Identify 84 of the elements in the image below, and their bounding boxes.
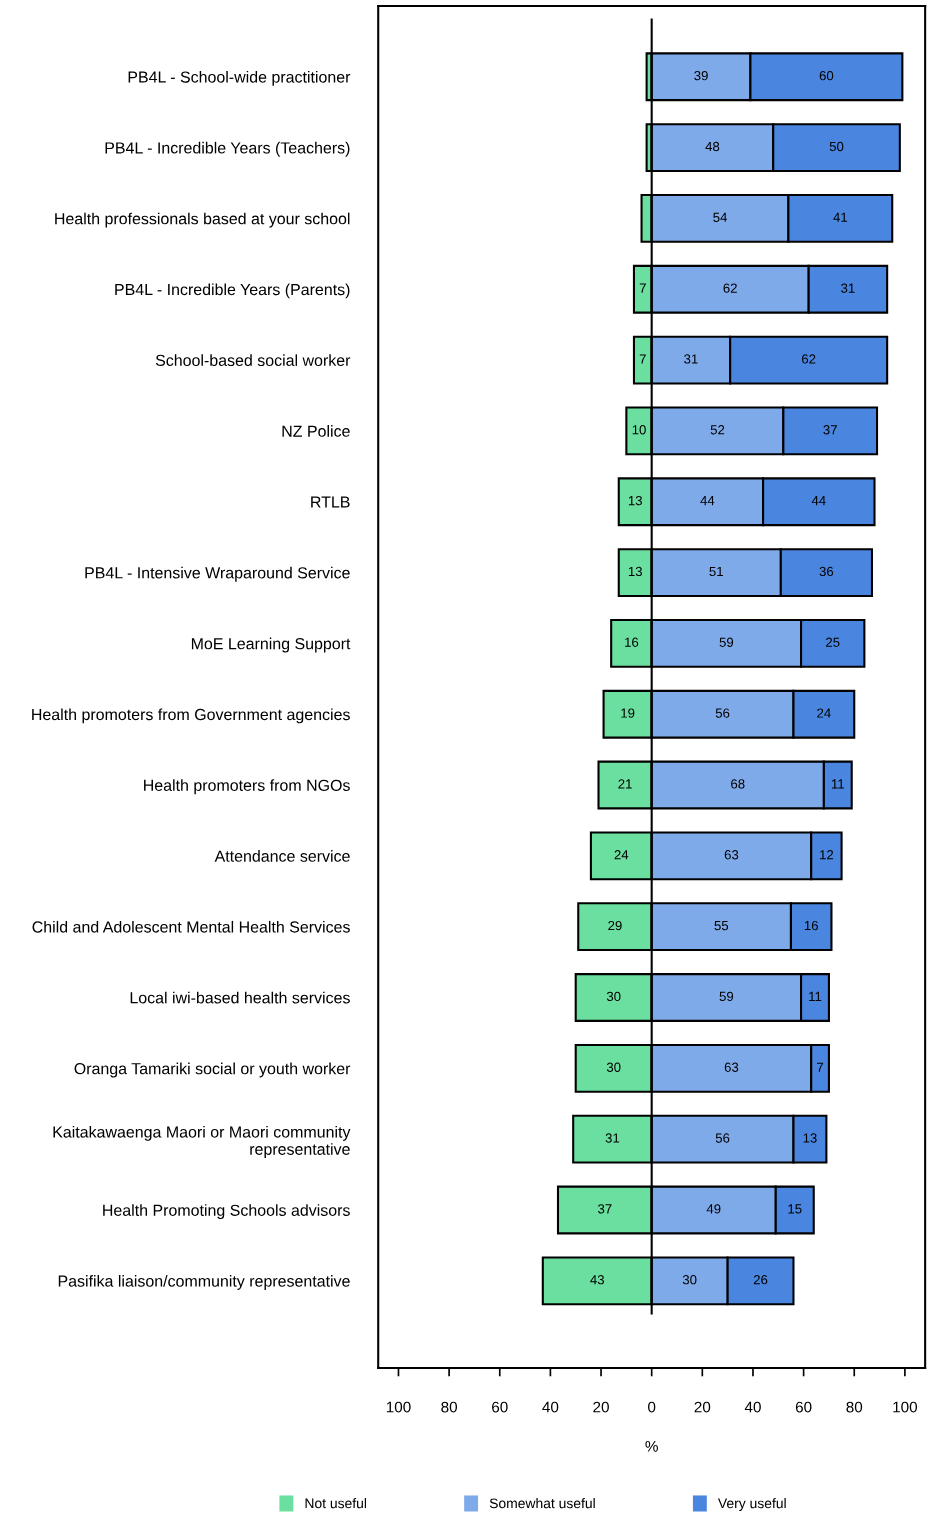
- data-label: 44: [811, 496, 826, 506]
- data-label: 62: [802, 354, 816, 364]
- data-label: 59: [719, 637, 734, 647]
- data-label: 7: [639, 354, 646, 364]
- y-tick-label: Health Promoting Schools advisors: [103, 1204, 350, 1220]
- y-tick-label: Health professionals based at your school: [55, 212, 350, 228]
- y-tick-label: Pasifika liaison/community representative: [58, 1275, 350, 1290]
- data-label: 54: [713, 212, 727, 222]
- x-axis-title: %: [645, 1440, 658, 1452]
- y-tick-label: Local iwi-based health services: [130, 991, 350, 1004]
- y-tick-label: School-based social worker: [155, 354, 351, 367]
- data-label: 26: [753, 1275, 768, 1285]
- legend-label: Somewhat useful: [489, 1498, 595, 1509]
- data-label: 50: [829, 141, 844, 152]
- data-label: 36: [819, 566, 834, 577]
- data-label: 12: [820, 850, 834, 860]
- x-tick-label: 100: [893, 1401, 918, 1413]
- data-label: 7: [817, 1062, 824, 1072]
- data-label: 43: [590, 1275, 604, 1285]
- y-tick-label: Child and Adolescent Mental Health Services: [32, 920, 350, 933]
- data-label: 62: [723, 283, 737, 293]
- legend-label: Very useful: [717, 1498, 786, 1511]
- x-tick-label: 20: [694, 1401, 711, 1413]
- data-label: 37: [823, 425, 837, 435]
- y-tick-label: PB4L - Intensive Wraparound Service: [85, 566, 350, 582]
- data-label: 31: [841, 283, 855, 293]
- data-label: 10: [632, 425, 646, 435]
- y-tick-label: MoE Learning Support: [191, 637, 351, 653]
- y-tick-label: NZ Police: [282, 425, 350, 437]
- x-tick-label: 100: [386, 1401, 411, 1413]
- x-tick-label: 80: [441, 1401, 458, 1413]
- data-label: 13: [628, 566, 642, 577]
- data-label: 11: [809, 991, 822, 1001]
- legend-label: Not useful: [305, 1498, 367, 1509]
- data-label: 21: [618, 779, 632, 789]
- data-label: 63: [724, 1062, 739, 1072]
- data-label: 59: [719, 991, 734, 1002]
- data-label: 63: [724, 850, 739, 860]
- data-label: 16: [625, 637, 639, 647]
- y-tick-label: PB4L - Incredible Years (Teachers): [105, 141, 350, 157]
- data-label: 30: [606, 1062, 621, 1072]
- data-label: 39: [694, 70, 708, 81]
- y-tick-label: PB4L - Incredible Years (Parents): [115, 283, 350, 299]
- data-label: 29: [608, 920, 622, 931]
- y-tick-label: RTLB: [311, 496, 350, 508]
- x-tick-label: 80: [846, 1401, 863, 1413]
- data-label: 31: [605, 1133, 620, 1143]
- data-label: 48: [705, 141, 720, 152]
- data-label: 24: [614, 850, 629, 860]
- data-label: 55: [714, 921, 729, 931]
- data-label: 56: [715, 708, 730, 718]
- x-tick-label: 0: [648, 1401, 656, 1413]
- y-tick-label: Health promoters from Government agencies: [32, 708, 350, 724]
- x-tick-label: 40: [744, 1401, 761, 1413]
- y-tick-label: Oranga Tamariki social or youth worker: [74, 1062, 351, 1078]
- data-label: 7: [639, 283, 646, 293]
- data-label: 44: [700, 496, 715, 506]
- data-label: 19: [621, 708, 635, 718]
- data-label: 60: [819, 70, 834, 81]
- data-label: 41: [833, 212, 848, 222]
- data-label: 24: [817, 708, 831, 718]
- data-label: 15: [788, 1204, 802, 1214]
- y-tick-label: Health promoters from NGOs: [144, 779, 350, 795]
- x-tick-label: 40: [542, 1401, 559, 1413]
- data-label: 49: [706, 1204, 721, 1214]
- data-label: 52: [710, 425, 725, 435]
- y-tick-label: Attendance service: [214, 850, 350, 862]
- x-tick-label: 60: [795, 1401, 812, 1413]
- data-label: 16: [804, 920, 818, 931]
- data-label: 51: [709, 566, 723, 577]
- y-tick-label: Kaitakawaenga Maori or Maori community representative: [53, 1125, 351, 1159]
- data-label: 11: [831, 779, 844, 789]
- data-label: 37: [598, 1204, 612, 1214]
- x-tick-label: 20: [593, 1401, 609, 1413]
- data-label: 68: [731, 779, 745, 789]
- data-label: 31: [684, 354, 698, 364]
- data-label: 25: [826, 637, 840, 647]
- data-label: 56: [715, 1133, 730, 1143]
- x-tick-label: 60: [492, 1401, 508, 1413]
- data-label: 30: [606, 991, 621, 1002]
- data-label: 13: [628, 495, 642, 506]
- data-label: 30: [682, 1275, 697, 1285]
- data-label: 13: [803, 1133, 817, 1143]
- y-tick-label: PB4L - School-wide practitioner: [128, 70, 351, 86]
